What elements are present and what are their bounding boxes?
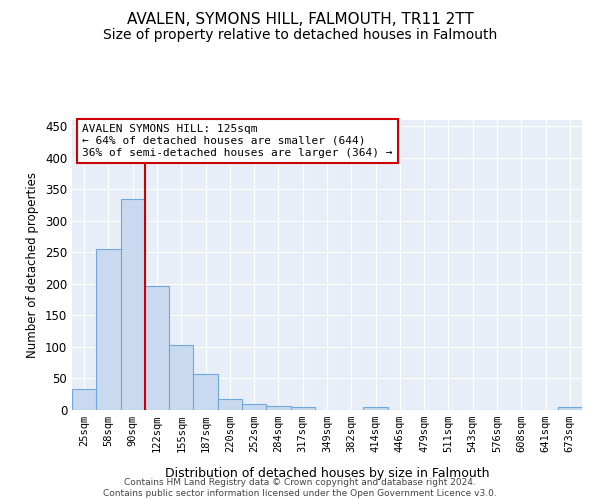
Text: Size of property relative to detached houses in Falmouth: Size of property relative to detached ho…: [103, 28, 497, 42]
Text: Contains HM Land Registry data © Crown copyright and database right 2024.
Contai: Contains HM Land Registry data © Crown c…: [103, 478, 497, 498]
Text: AVALEN, SYMONS HILL, FALMOUTH, TR11 2TT: AVALEN, SYMONS HILL, FALMOUTH, TR11 2TT: [127, 12, 473, 28]
Bar: [266, 406, 290, 410]
Bar: [121, 199, 145, 410]
Bar: [96, 249, 121, 410]
Text: Distribution of detached houses by size in Falmouth: Distribution of detached houses by size …: [165, 467, 489, 480]
Bar: [145, 286, 169, 410]
Y-axis label: Number of detached properties: Number of detached properties: [26, 172, 40, 358]
Bar: [242, 404, 266, 410]
Bar: [364, 408, 388, 410]
Bar: [169, 345, 193, 410]
Bar: [193, 374, 218, 410]
Text: AVALEN SYMONS HILL: 125sqm
← 64% of detached houses are smaller (644)
36% of sem: AVALEN SYMONS HILL: 125sqm ← 64% of deta…: [82, 124, 392, 158]
Bar: [290, 408, 315, 410]
Bar: [558, 408, 582, 410]
Bar: [72, 389, 96, 410]
Bar: [218, 400, 242, 410]
